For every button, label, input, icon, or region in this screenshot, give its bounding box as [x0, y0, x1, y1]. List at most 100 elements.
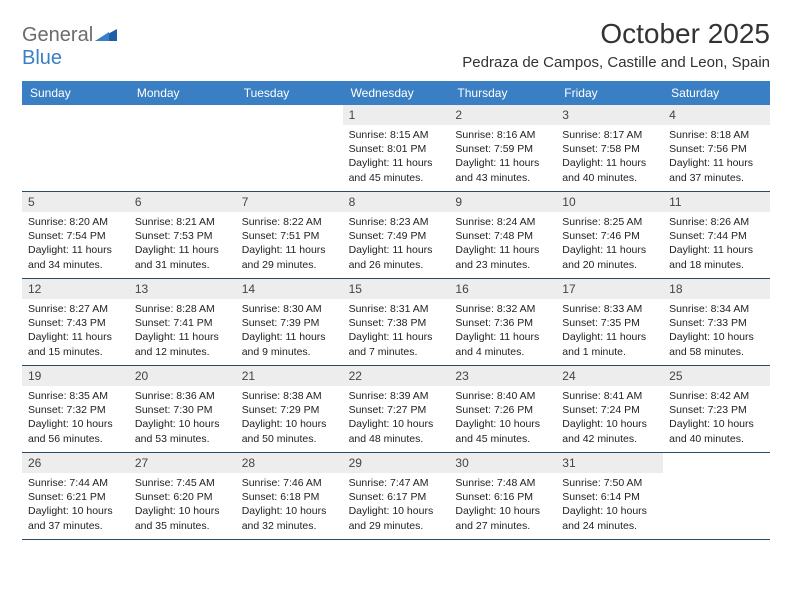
calendar-cell: 22Sunrise: 8:39 AMSunset: 7:27 PMDayligh… — [343, 366, 450, 452]
calendar-cell: 19Sunrise: 8:35 AMSunset: 7:32 PMDayligh… — [22, 366, 129, 452]
calendar-cell: 12Sunrise: 8:27 AMSunset: 7:43 PMDayligh… — [22, 279, 129, 365]
sunset-text: Sunset: 8:01 PM — [349, 142, 444, 156]
calendar-cell: 27Sunrise: 7:45 AMSunset: 6:20 PMDayligh… — [129, 453, 236, 539]
daylight-text: Daylight: 11 hours and 15 minutes. — [28, 330, 123, 358]
calendar-week-row: 19Sunrise: 8:35 AMSunset: 7:32 PMDayligh… — [22, 366, 770, 453]
sunrise-text: Sunrise: 8:23 AM — [349, 215, 444, 229]
calendar-week-row: 12Sunrise: 8:27 AMSunset: 7:43 PMDayligh… — [22, 279, 770, 366]
day-number: 13 — [129, 279, 236, 299]
daylight-text: Daylight: 10 hours and 50 minutes. — [242, 417, 337, 445]
daylight-text: Daylight: 11 hours and 26 minutes. — [349, 243, 444, 271]
daylight-text: Daylight: 11 hours and 23 minutes. — [455, 243, 550, 271]
weekday-header: Monday — [129, 81, 236, 105]
sunrise-text: Sunrise: 8:22 AM — [242, 215, 337, 229]
sunrise-text: Sunrise: 8:17 AM — [562, 128, 657, 142]
calendar-cell: 28Sunrise: 7:46 AMSunset: 6:18 PMDayligh… — [236, 453, 343, 539]
day-number: 8 — [343, 192, 450, 212]
day-number: 11 — [663, 192, 770, 212]
daylight-text: Daylight: 11 hours and 9 minutes. — [242, 330, 337, 358]
day-number: 31 — [556, 453, 663, 473]
day-number: 25 — [663, 366, 770, 386]
day-details: Sunrise: 7:44 AMSunset: 6:21 PMDaylight:… — [22, 473, 129, 537]
sunrise-text: Sunrise: 8:28 AM — [135, 302, 230, 316]
day-details: Sunrise: 8:26 AMSunset: 7:44 PMDaylight:… — [663, 212, 770, 276]
day-details: Sunrise: 8:17 AMSunset: 7:58 PMDaylight:… — [556, 125, 663, 189]
sunset-text: Sunset: 7:39 PM — [242, 316, 337, 330]
sunrise-text: Sunrise: 8:38 AM — [242, 389, 337, 403]
sunset-text: Sunset: 7:46 PM — [562, 229, 657, 243]
sunset-text: Sunset: 7:41 PM — [135, 316, 230, 330]
day-details: Sunrise: 7:48 AMSunset: 6:16 PMDaylight:… — [449, 473, 556, 537]
day-number: 20 — [129, 366, 236, 386]
calendar-week-row: ...1Sunrise: 8:15 AMSunset: 8:01 PMDayli… — [22, 105, 770, 192]
day-details: Sunrise: 7:47 AMSunset: 6:17 PMDaylight:… — [343, 473, 450, 537]
day-details: Sunrise: 8:32 AMSunset: 7:36 PMDaylight:… — [449, 299, 556, 363]
sunset-text: Sunset: 6:21 PM — [28, 490, 123, 504]
calendar-cell: 2Sunrise: 8:16 AMSunset: 7:59 PMDaylight… — [449, 105, 556, 191]
weekday-header: Saturday — [663, 81, 770, 105]
sunrise-text: Sunrise: 8:20 AM — [28, 215, 123, 229]
day-details: Sunrise: 8:24 AMSunset: 7:48 PMDaylight:… — [449, 212, 556, 276]
logo-word-1: General — [22, 24, 93, 46]
sunrise-text: Sunrise: 8:27 AM — [28, 302, 123, 316]
day-details: Sunrise: 8:30 AMSunset: 7:39 PMDaylight:… — [236, 299, 343, 363]
day-number: 4 — [663, 105, 770, 125]
calendar-cell: 26Sunrise: 7:44 AMSunset: 6:21 PMDayligh… — [22, 453, 129, 539]
day-details: Sunrise: 8:25 AMSunset: 7:46 PMDaylight:… — [556, 212, 663, 276]
sunset-text: Sunset: 7:48 PM — [455, 229, 550, 243]
day-number: 9 — [449, 192, 556, 212]
calendar-cell-empty: . — [129, 105, 236, 191]
sunset-text: Sunset: 7:27 PM — [349, 403, 444, 417]
calendar-cell-empty: . — [22, 105, 129, 191]
sunset-text: Sunset: 6:14 PM — [562, 490, 657, 504]
daylight-text: Daylight: 11 hours and 7 minutes. — [349, 330, 444, 358]
daylight-text: Daylight: 11 hours and 34 minutes. — [28, 243, 123, 271]
daylight-text: Daylight: 11 hours and 12 minutes. — [135, 330, 230, 358]
day-number: 30 — [449, 453, 556, 473]
calendar-cell: 6Sunrise: 8:21 AMSunset: 7:53 PMDaylight… — [129, 192, 236, 278]
sunrise-text: Sunrise: 8:24 AM — [455, 215, 550, 229]
daylight-text: Daylight: 11 hours and 4 minutes. — [455, 330, 550, 358]
sunrise-text: Sunrise: 8:21 AM — [135, 215, 230, 229]
title-block: October 2025 Pedraza de Campos, Castille… — [462, 18, 770, 71]
sunrise-text: Sunrise: 7:47 AM — [349, 476, 444, 490]
day-number: 6 — [129, 192, 236, 212]
day-number: 18 — [663, 279, 770, 299]
calendar-cell: 9Sunrise: 8:24 AMSunset: 7:48 PMDaylight… — [449, 192, 556, 278]
daylight-text: Daylight: 11 hours and 18 minutes. — [669, 243, 764, 271]
daylight-text: Daylight: 10 hours and 27 minutes. — [455, 504, 550, 532]
day-number: 10 — [556, 192, 663, 212]
sunset-text: Sunset: 6:18 PM — [242, 490, 337, 504]
daylight-text: Daylight: 11 hours and 29 minutes. — [242, 243, 337, 271]
sunrise-text: Sunrise: 7:48 AM — [455, 476, 550, 490]
location-text: Pedraza de Campos, Castille and Leon, Sp… — [462, 54, 770, 71]
sunrise-text: Sunrise: 8:15 AM — [349, 128, 444, 142]
day-number: 26 — [22, 453, 129, 473]
sunrise-text: Sunrise: 8:34 AM — [669, 302, 764, 316]
sunset-text: Sunset: 7:35 PM — [562, 316, 657, 330]
sunrise-text: Sunrise: 8:25 AM — [562, 215, 657, 229]
day-number: 14 — [236, 279, 343, 299]
daylight-text: Daylight: 11 hours and 45 minutes. — [349, 156, 444, 184]
calendar-grid: SundayMondayTuesdayWednesdayThursdayFrid… — [22, 81, 770, 540]
logo-word-2: Blue — [22, 47, 62, 69]
sunrise-text: Sunrise: 7:50 AM — [562, 476, 657, 490]
day-number: 28 — [236, 453, 343, 473]
sunrise-text: Sunrise: 8:41 AM — [562, 389, 657, 403]
weekday-header: Wednesday — [343, 81, 450, 105]
day-number: 21 — [236, 366, 343, 386]
calendar-weeks: ...1Sunrise: 8:15 AMSunset: 8:01 PMDayli… — [22, 105, 770, 540]
daylight-text: Daylight: 11 hours and 31 minutes. — [135, 243, 230, 271]
daylight-text: Daylight: 10 hours and 42 minutes. — [562, 417, 657, 445]
weekday-header: Sunday — [22, 81, 129, 105]
sunset-text: Sunset: 6:17 PM — [349, 490, 444, 504]
sunrise-text: Sunrise: 8:18 AM — [669, 128, 764, 142]
day-number: 16 — [449, 279, 556, 299]
calendar-cell: 25Sunrise: 8:42 AMSunset: 7:23 PMDayligh… — [663, 366, 770, 452]
calendar-cell: 5Sunrise: 8:20 AMSunset: 7:54 PMDaylight… — [22, 192, 129, 278]
day-details: Sunrise: 7:45 AMSunset: 6:20 PMDaylight:… — [129, 473, 236, 537]
weekday-header: Friday — [556, 81, 663, 105]
calendar-cell: 30Sunrise: 7:48 AMSunset: 6:16 PMDayligh… — [449, 453, 556, 539]
day-number: 24 — [556, 366, 663, 386]
sunset-text: Sunset: 6:16 PM — [455, 490, 550, 504]
